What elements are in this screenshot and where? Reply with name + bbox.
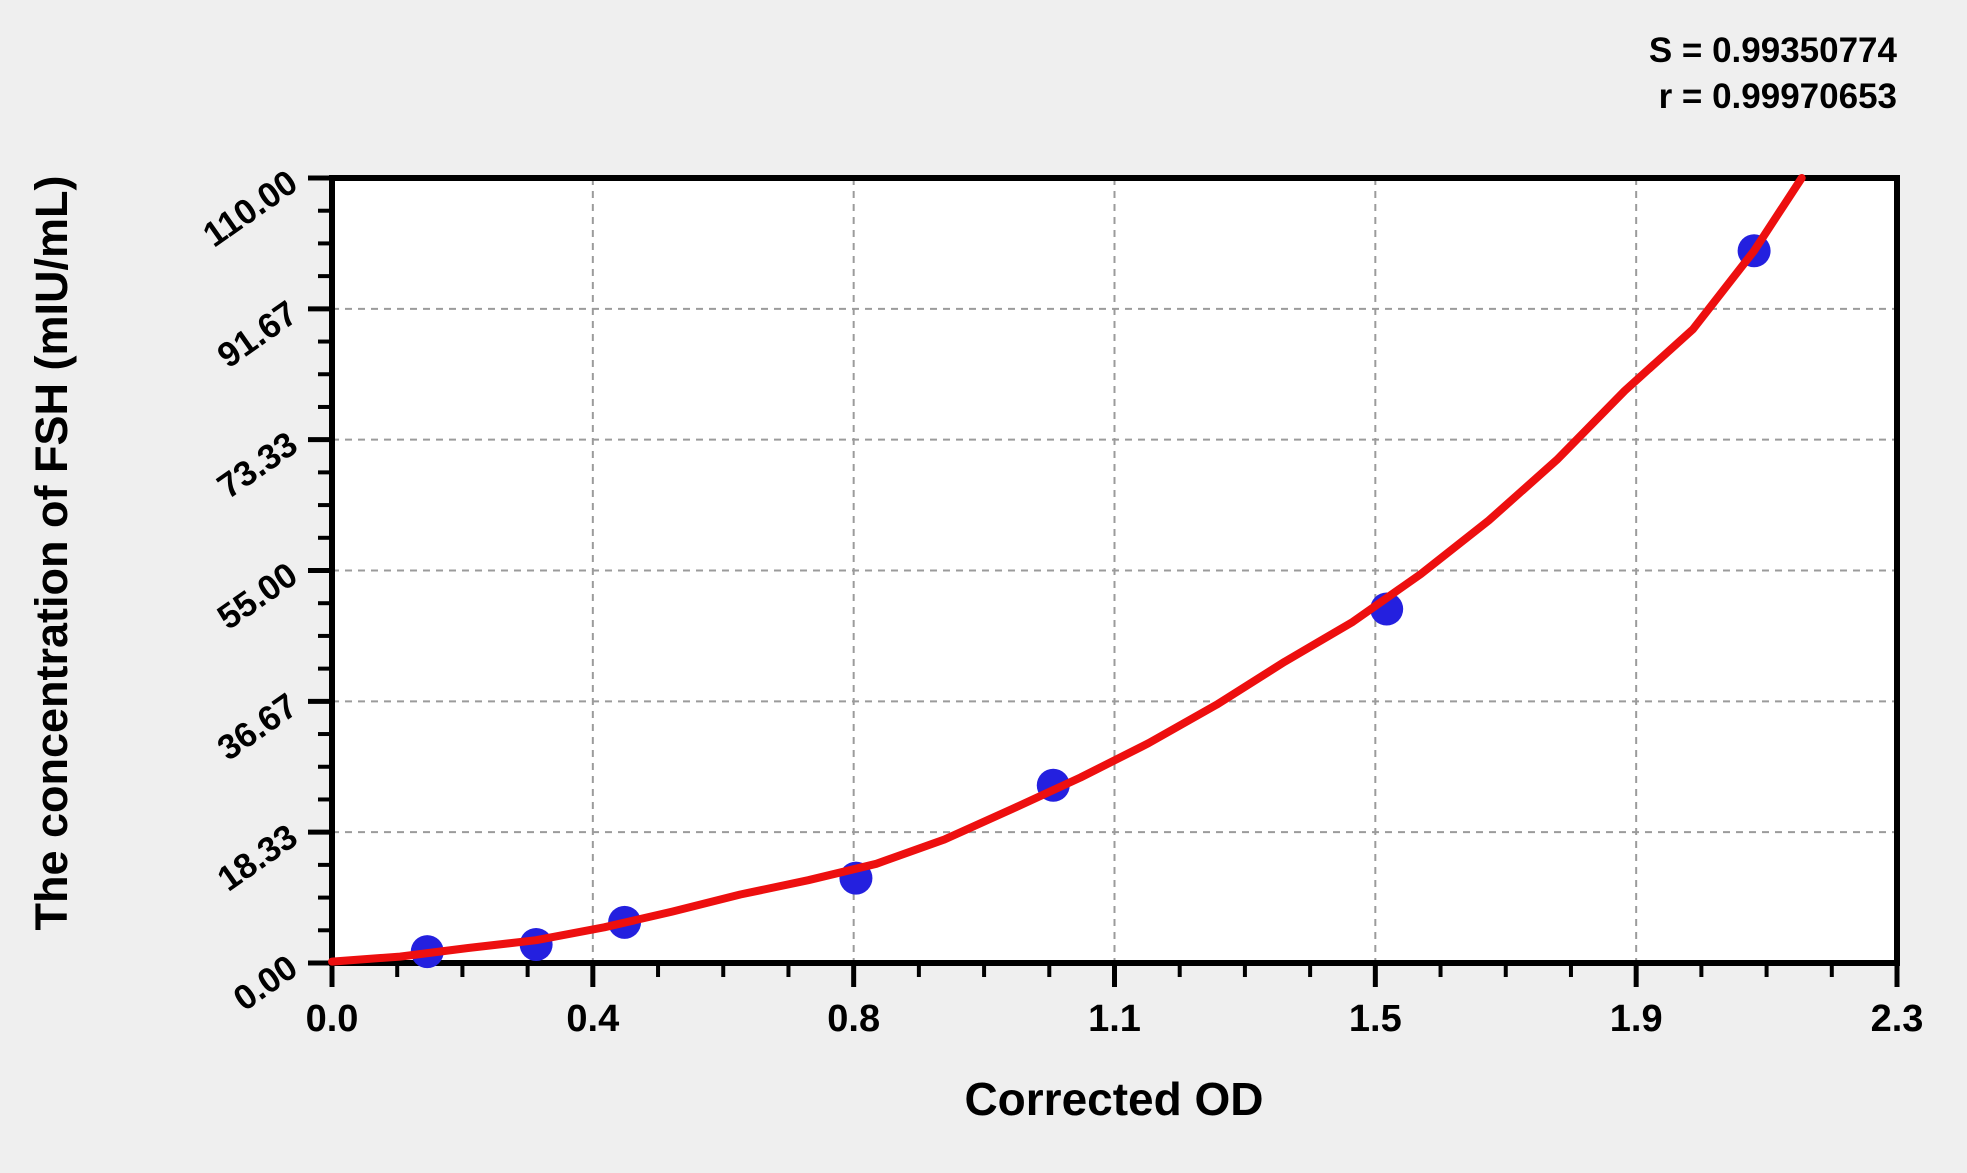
x-tick-label: 2.3 <box>1871 998 1924 1040</box>
y-tick-label: 91.67 <box>210 293 304 375</box>
x-tick-label: 1.9 <box>1610 998 1663 1040</box>
fit-statistics: S = 0.99350774 r = 0.99970653 <box>1649 28 1897 120</box>
x-tick-label: 0.4 <box>566 998 619 1040</box>
y-tick-label: 36.67 <box>210 686 304 768</box>
x-tick-label: 1.5 <box>1349 998 1402 1040</box>
fitted-curve <box>328 174 1806 966</box>
y-tick-label: 73.33 <box>210 424 304 506</box>
x-tick-label: 0.8 <box>827 998 880 1040</box>
x-tick-label: 0.0 <box>306 998 359 1040</box>
y-tick-label: 110.00 <box>196 163 304 255</box>
y-tick-label: 55.00 <box>210 555 304 637</box>
r-value-label: r = 0.99970653 <box>1658 77 1897 117</box>
s-value-label: S = 0.99350774 <box>1648 31 1897 70</box>
y-tick-label: 0.00 <box>226 948 304 1019</box>
x-tick-label: 1.1 <box>1088 998 1141 1040</box>
x-axis-title: Corrected OD <box>964 1073 1264 1125</box>
y-tick-label: 18.33 <box>210 817 304 899</box>
